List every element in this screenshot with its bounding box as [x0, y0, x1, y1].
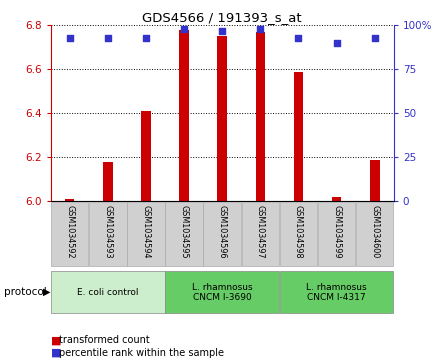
Bar — [332, 197, 341, 201]
Bar — [356, 202, 393, 266]
Text: L. rhamnosus
CNCM I-3690: L. rhamnosus CNCM I-3690 — [192, 282, 253, 302]
Point — [143, 35, 150, 41]
Bar — [165, 202, 203, 266]
Bar — [51, 271, 165, 313]
Text: transformed count: transformed count — [59, 335, 150, 346]
Text: protocol: protocol — [4, 287, 47, 297]
Bar — [242, 202, 279, 266]
Point — [371, 35, 378, 41]
Bar — [370, 160, 379, 201]
Bar — [280, 271, 393, 313]
Text: GSM1034597: GSM1034597 — [256, 205, 265, 258]
Bar — [318, 202, 356, 266]
Text: L. rhamnosus
CNCM I-4317: L. rhamnosus CNCM I-4317 — [306, 282, 367, 302]
Text: GSM1034593: GSM1034593 — [103, 205, 112, 258]
Text: GSM1034595: GSM1034595 — [180, 205, 189, 258]
Text: E. coli control: E. coli control — [77, 288, 139, 297]
Point — [295, 35, 302, 41]
Text: GSM1034596: GSM1034596 — [218, 205, 227, 258]
Text: percentile rank within the sample: percentile rank within the sample — [59, 348, 224, 358]
Bar — [280, 202, 317, 266]
Bar — [127, 202, 165, 266]
Bar — [217, 36, 227, 201]
Point — [104, 35, 111, 41]
Point — [257, 26, 264, 32]
Point — [333, 40, 340, 46]
Bar — [294, 72, 303, 201]
Point — [66, 35, 73, 41]
Text: ▶: ▶ — [43, 287, 51, 297]
Text: ■: ■ — [51, 348, 61, 358]
Title: GDS4566 / 191393_s_at: GDS4566 / 191393_s_at — [143, 11, 302, 24]
Bar — [103, 162, 113, 201]
Point — [180, 26, 187, 32]
Bar — [165, 271, 279, 313]
Bar — [141, 111, 150, 201]
Bar — [256, 32, 265, 201]
Bar — [180, 30, 189, 201]
Text: ■: ■ — [51, 335, 61, 346]
Bar — [65, 199, 74, 201]
Bar — [51, 202, 88, 266]
Bar — [89, 202, 127, 266]
Point — [219, 28, 226, 34]
Bar — [203, 202, 241, 266]
Text: GSM1034599: GSM1034599 — [332, 205, 341, 258]
Text: GSM1034600: GSM1034600 — [370, 205, 379, 258]
Text: GSM1034592: GSM1034592 — [65, 205, 74, 258]
Text: GSM1034598: GSM1034598 — [294, 205, 303, 258]
Text: GSM1034594: GSM1034594 — [141, 205, 150, 258]
